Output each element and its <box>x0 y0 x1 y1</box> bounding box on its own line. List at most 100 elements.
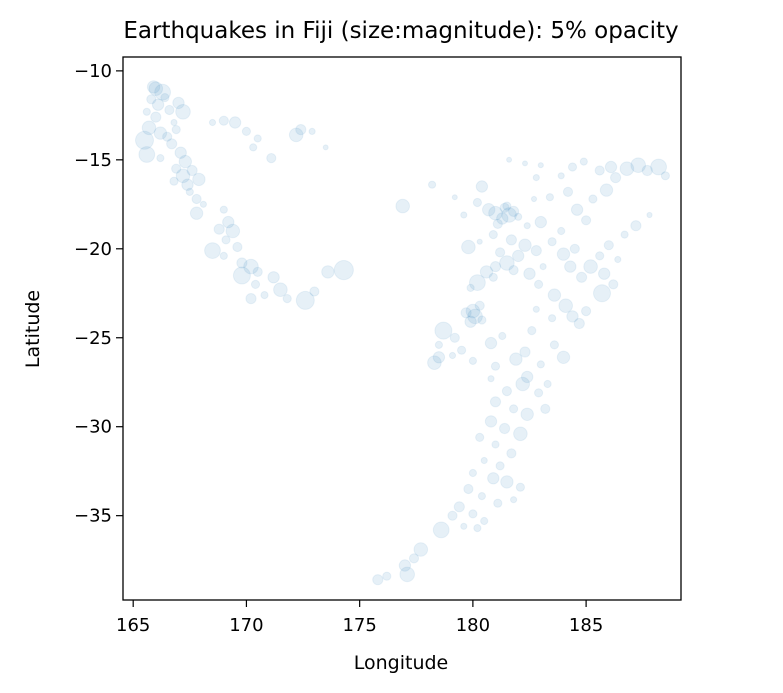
earthquake-point <box>522 160 528 167</box>
earthquake-point <box>174 146 187 159</box>
earthquake-point <box>138 146 156 163</box>
earthquake-point <box>599 183 614 197</box>
earthquake-point <box>614 255 622 264</box>
earthquake-point <box>185 187 194 196</box>
earthquake-point <box>475 432 485 442</box>
earthquake-point <box>146 80 161 94</box>
earthquake-point <box>488 230 498 240</box>
y-tick-label: −20 <box>74 239 112 260</box>
earthquake-point <box>477 492 486 501</box>
earthquake-point <box>646 211 653 219</box>
earthquake-point <box>451 194 458 201</box>
earthquake-point <box>595 251 605 261</box>
earthquake-point <box>457 345 467 355</box>
earthquake-point <box>484 336 498 350</box>
y-tick-label: −10 <box>74 61 112 82</box>
earthquake-point <box>610 172 622 184</box>
earthquake-point <box>477 315 487 325</box>
earthquake-point <box>432 351 446 364</box>
earthquake-point <box>221 235 231 245</box>
earthquake-point <box>500 475 514 489</box>
earthquake-point <box>573 317 585 330</box>
earthquake-point <box>581 215 592 226</box>
earthquake-point <box>488 205 503 221</box>
earthquake-point <box>267 271 280 284</box>
earthquake-point <box>395 198 411 214</box>
earthquake-point <box>232 266 251 285</box>
earthquake-point <box>562 186 574 197</box>
earthquake-point <box>506 156 513 163</box>
earthquake-point <box>501 386 512 397</box>
x-axis-label: Longitude <box>354 652 449 674</box>
earthquake-point <box>498 331 507 341</box>
earthquake-point <box>515 376 531 392</box>
earthquake-point <box>308 127 316 135</box>
earthquake-point <box>543 379 552 389</box>
x-axis-ticks: 165 170 175 180 185 <box>116 600 603 636</box>
earthquake-point <box>579 157 588 166</box>
earthquake-point <box>466 283 475 292</box>
earthquake-point <box>508 265 519 276</box>
earthquake-point <box>171 163 182 174</box>
earthquake-point <box>192 172 206 187</box>
earthquake-point <box>253 134 262 143</box>
earthquake-point <box>222 215 235 229</box>
earthquake-point <box>408 553 420 564</box>
earthquake-point <box>539 263 547 271</box>
earthquake-point <box>219 205 228 214</box>
earthquake-point <box>581 306 592 317</box>
earthquake-point <box>603 240 614 251</box>
earthquake-point <box>570 203 584 216</box>
x-tick-label: 180 <box>456 615 490 636</box>
earthquake-point <box>495 461 505 471</box>
earthquake-point <box>619 161 635 176</box>
earthquake-point <box>512 249 525 263</box>
earthquake-point <box>620 230 629 239</box>
earthquake-point <box>650 158 667 176</box>
earthquake-point <box>534 279 544 289</box>
earthquake-point <box>569 243 580 254</box>
earthquake-point <box>219 251 228 260</box>
earthquake-point <box>191 193 202 205</box>
earthquake-point <box>519 346 531 358</box>
earthquake-point <box>598 267 611 280</box>
earthquake-point <box>333 260 354 281</box>
earthquake-point <box>460 211 468 219</box>
earthquake-point <box>236 257 248 269</box>
earthquake-point <box>514 212 523 221</box>
y-tick-label: −30 <box>74 417 112 438</box>
earthquake-point <box>282 294 292 304</box>
earthquake-point <box>295 290 315 310</box>
earthquake-point <box>208 118 217 127</box>
earthquake-point <box>507 205 520 217</box>
earthquake-point <box>232 241 243 253</box>
x-tick-label: 185 <box>569 615 603 636</box>
earthquake-point <box>491 440 500 449</box>
earthquake-point <box>468 468 477 478</box>
earthquake-point <box>499 255 515 271</box>
earthquake-point <box>513 426 528 442</box>
earthquake-point <box>487 375 495 383</box>
earthquake-point <box>490 361 501 371</box>
earthquake-point <box>548 314 557 323</box>
earthquake-point <box>532 305 540 313</box>
earthquake-point <box>175 104 191 120</box>
earthquake-point <box>496 212 509 225</box>
earthquake-point <box>467 308 483 325</box>
earthquake-point <box>273 282 288 298</box>
earthquake-point <box>148 81 164 96</box>
earthquake-point <box>564 260 577 273</box>
earthquake-point <box>583 259 598 274</box>
earthquake-point <box>186 164 198 177</box>
earthquake-point <box>178 154 193 169</box>
earthquake-point <box>468 356 477 365</box>
earthquake-point <box>566 310 579 323</box>
earthquake-point <box>480 456 488 465</box>
earthquake-point <box>413 542 429 557</box>
earthquake-point <box>594 165 605 176</box>
earthquake-point <box>545 193 555 202</box>
earthquake-point <box>505 234 517 246</box>
earthquake-point <box>153 126 168 140</box>
earthquake-point <box>518 238 532 252</box>
